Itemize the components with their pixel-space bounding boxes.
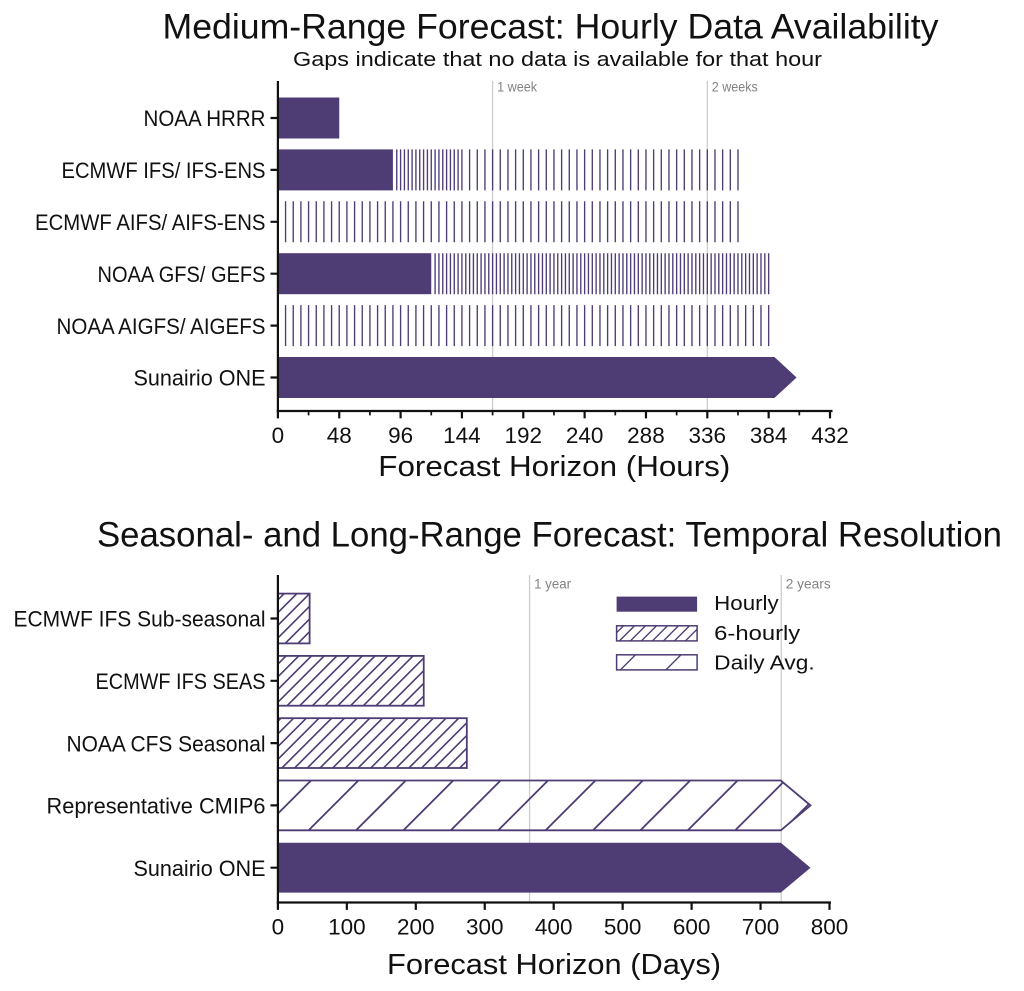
svg-text:NOAA GFS/ GEFS: NOAA GFS/ GEFS — [98, 262, 266, 287]
svg-text:2 years: 2 years — [786, 576, 831, 591]
svg-text:Sunairio ONE: Sunairio ONE — [134, 366, 266, 391]
svg-text:NOAA CFS Seasonal: NOAA CFS Seasonal — [67, 731, 266, 756]
svg-text:6-hourly: 6-hourly — [714, 622, 801, 645]
svg-text:400: 400 — [535, 914, 573, 939]
svg-text:0: 0 — [272, 423, 285, 448]
svg-text:0: 0 — [272, 914, 285, 939]
svg-text:700: 700 — [742, 914, 780, 939]
svg-text:Medium-Range Forecast: Hourly: Medium-Range Forecast: Hourly Data Avail… — [163, 8, 940, 47]
svg-text:Forecast Horizon (Hours): Forecast Horizon (Hours) — [378, 451, 730, 483]
svg-text:Gaps indicate that no data is: Gaps indicate that no data is available … — [293, 49, 822, 71]
svg-text:1 year: 1 year — [534, 576, 571, 591]
svg-text:Hourly: Hourly — [714, 592, 779, 615]
svg-text:500: 500 — [604, 914, 642, 939]
svg-text:800: 800 — [811, 914, 849, 939]
svg-text:1 week: 1 week — [497, 79, 537, 94]
svg-text:NOAA AIGFS/ AIGEFS: NOAA AIGFS/ AIGEFS — [57, 314, 266, 339]
svg-text:Forecast Horizon (Days): Forecast Horizon (Days) — [387, 949, 721, 981]
svg-text:384: 384 — [750, 423, 788, 448]
svg-text:2 weeks: 2 weeks — [712, 79, 758, 94]
svg-text:96: 96 — [388, 423, 413, 448]
svg-text:Representative CMIP6: Representative CMIP6 — [47, 794, 266, 819]
svg-text:Seasonal- and Long-Range Forec: Seasonal- and Long-Range Forecast: Tempo… — [97, 516, 1002, 555]
svg-text:288: 288 — [627, 423, 665, 448]
svg-text:Sunairio ONE: Sunairio ONE — [134, 856, 266, 881]
svg-text:432: 432 — [811, 423, 849, 448]
svg-text:192: 192 — [505, 423, 543, 448]
svg-text:100: 100 — [328, 914, 366, 939]
svg-text:48: 48 — [327, 423, 352, 448]
svg-text:ECMWF IFS SEAS: ECMWF IFS SEAS — [96, 669, 266, 694]
svg-text:200: 200 — [397, 914, 435, 939]
svg-text:600: 600 — [673, 914, 711, 939]
svg-text:ECMWF IFS/ IFS-ENS: ECMWF IFS/ IFS-ENS — [62, 158, 266, 183]
svg-text:Daily Avg.: Daily Avg. — [714, 651, 815, 674]
svg-text:336: 336 — [689, 423, 727, 448]
svg-text:144: 144 — [443, 423, 481, 448]
svg-text:NOAA HRRR: NOAA HRRR — [144, 106, 266, 131]
svg-text:240: 240 — [566, 423, 604, 448]
svg-text:300: 300 — [466, 914, 504, 939]
svg-text:ECMWF AIFS/ AIFS-ENS: ECMWF AIFS/ AIFS-ENS — [35, 210, 266, 235]
svg-text:ECMWF IFS Sub-seasonal: ECMWF IFS Sub-seasonal — [14, 607, 266, 632]
